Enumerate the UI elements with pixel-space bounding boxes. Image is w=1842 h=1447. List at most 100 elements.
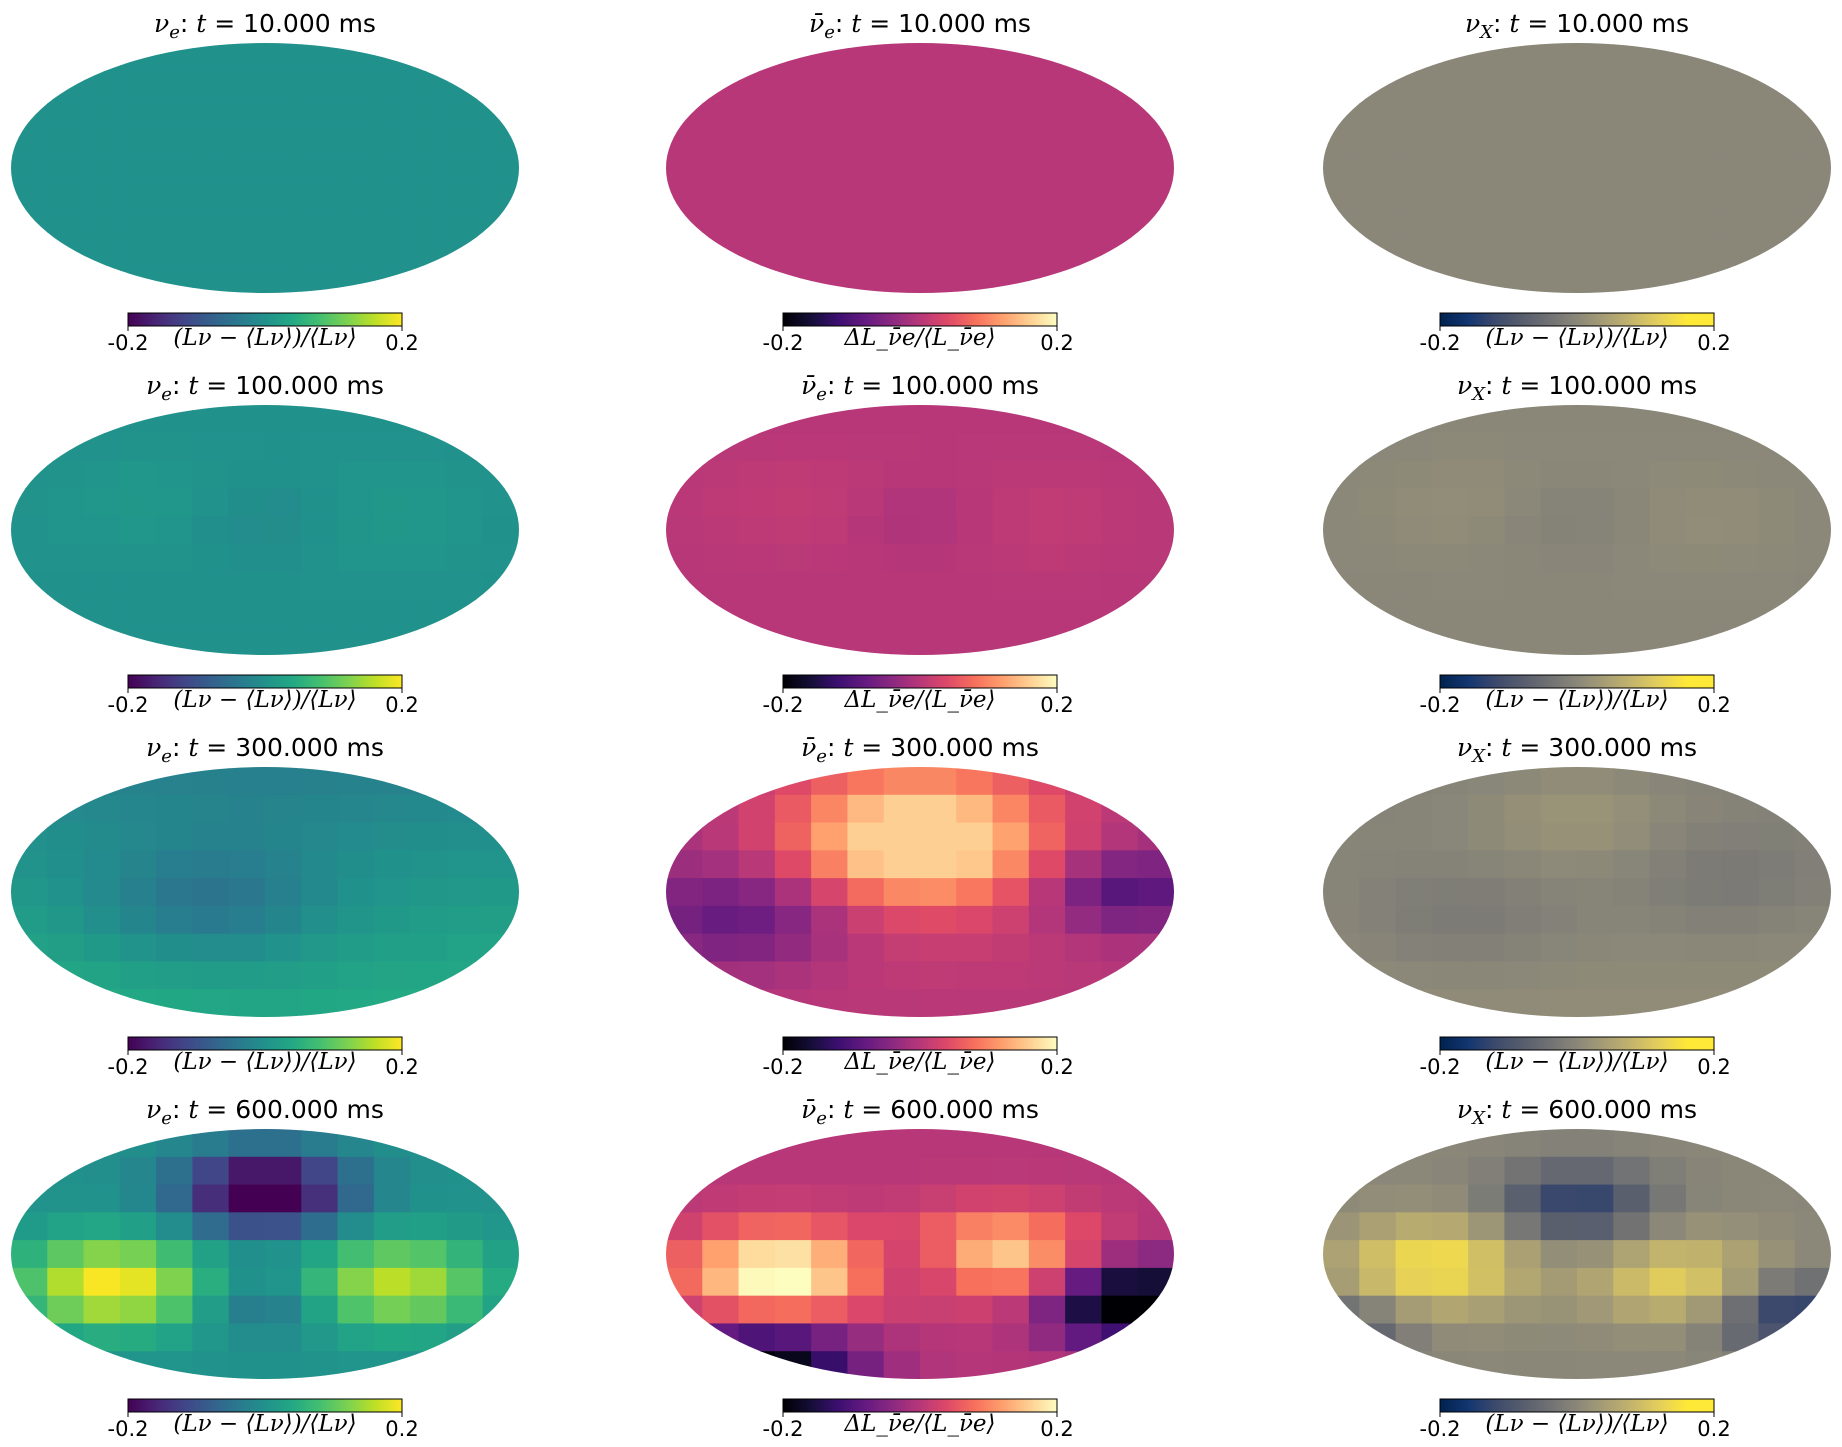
- sky-pixel: [11, 1156, 49, 1186]
- sky-pixel: [1794, 1267, 1831, 1297]
- sky-pixel: [11, 878, 49, 907]
- sky-pixel: [83, 1267, 121, 1297]
- sky-pixel: [1468, 1184, 1506, 1214]
- sky-pixel: [1685, 488, 1723, 517]
- sky-pixel: [956, 961, 994, 991]
- sky-pixel: [992, 43, 1030, 72]
- sky-pixel: [1649, 516, 1687, 545]
- sky-pixel: [301, 1295, 339, 1325]
- sky-pixel: [83, 627, 121, 655]
- sky-pixel: [702, 571, 740, 601]
- sky-pixel: [883, 154, 921, 183]
- sky-pixel: [192, 1184, 230, 1214]
- sky-pixel: [1613, 432, 1651, 462]
- sky-pixel: [1101, 1267, 1139, 1297]
- sky-pixel: [1359, 265, 1397, 293]
- sky-pixel: [228, 989, 266, 1017]
- sky-pixel: [1685, 181, 1723, 211]
- sky-pixel: [192, 432, 230, 462]
- sky-pixel: [1613, 1295, 1651, 1325]
- sky-pixel: [956, 543, 994, 573]
- sky-pixel: [774, 1240, 812, 1269]
- sky-pixel: [301, 933, 339, 963]
- sky-pixel: [83, 933, 121, 963]
- sky-pixel: [702, 154, 740, 183]
- sky-pixel: [1028, 1184, 1066, 1214]
- sky-pixel: [192, 154, 230, 183]
- sky-pixel: [1758, 181, 1796, 211]
- sky-pixel: [1758, 767, 1796, 796]
- sky-pixel: [956, 460, 994, 490]
- sky-pixel: [482, 905, 519, 935]
- sky-pixel: [228, 933, 266, 963]
- sky-pixel: [847, 43, 885, 72]
- sky-pixel: [1794, 1156, 1831, 1186]
- sky-pixel: [228, 878, 266, 907]
- sky-pixel: [1540, 599, 1578, 629]
- sky-pixel: [228, 488, 266, 517]
- sky-pixel: [1101, 460, 1139, 490]
- sky-pixel: [1685, 1156, 1723, 1186]
- sky-pixel: [156, 822, 194, 852]
- sky-pixel: [1359, 1323, 1397, 1353]
- sky-pixel: [47, 933, 85, 963]
- colorbar-tick-max: 0.2: [1697, 331, 1730, 355]
- sky-pixel: [774, 237, 812, 267]
- sky-pixel: [992, 1323, 1030, 1353]
- sky-pixel: [446, 1295, 484, 1325]
- sky-pixel: [482, 1323, 519, 1353]
- sky-pixel: [47, 1212, 85, 1241]
- sky-pixel: [446, 126, 484, 155]
- sky-pixel: [11, 460, 49, 490]
- sky-pixel: [1395, 516, 1433, 545]
- sky-pixel: [156, 43, 194, 72]
- sky-pixel: [83, 432, 121, 462]
- sky-pixel: [1065, 181, 1103, 211]
- sky-pixel: [1758, 1323, 1796, 1353]
- sky-pixel: [337, 181, 375, 211]
- sky-pixel: [774, 516, 812, 545]
- sky-pixel: [1323, 70, 1361, 100]
- sky-pixel: [1065, 70, 1103, 100]
- sky-pixel: [156, 432, 194, 462]
- sky-pixel: [1577, 1351, 1615, 1379]
- sky-pixel: [1431, 70, 1469, 100]
- sky-pixel: [482, 571, 519, 601]
- sky-pixel: [847, 543, 885, 573]
- sky-pixel: [1540, 1351, 1578, 1379]
- sky-pixel: [446, 599, 484, 629]
- sky-pixel: [1649, 70, 1687, 100]
- sky-pixel: [119, 1240, 157, 1269]
- sky-pixel: [337, 571, 375, 601]
- sky-pixel: [1028, 181, 1066, 211]
- sky-pixel: [666, 1267, 704, 1297]
- sky-pixel: [1028, 460, 1066, 490]
- sky-pixel: [1065, 767, 1103, 796]
- sky-pixel: [992, 905, 1030, 935]
- sky-pixel: [265, 933, 303, 963]
- sky-pixel: [811, 516, 849, 545]
- sky-pixel: [1504, 70, 1542, 100]
- sky-pixel: [1323, 767, 1361, 796]
- sky-pixel: [337, 1323, 375, 1353]
- sky-pixel: [1722, 989, 1760, 1017]
- sky-pixel: [1468, 1240, 1506, 1269]
- sky-pixel: [337, 1156, 375, 1186]
- sky-pixel: [1431, 850, 1469, 879]
- sky-pixel: [956, 1323, 994, 1353]
- sky-pixel: [992, 850, 1030, 879]
- sky-pixel: [1468, 1295, 1506, 1325]
- sky-pixel: [156, 571, 194, 601]
- sky-pixel: [410, 98, 448, 128]
- sky-pixel: [373, 905, 411, 935]
- sky-pixel: [119, 571, 157, 601]
- sky-pixel: [156, 516, 194, 545]
- sky-pixel: [1359, 488, 1397, 517]
- sky-pixel: [1137, 961, 1174, 991]
- sky-pixel: [1359, 1156, 1397, 1186]
- sky-pixel: [1649, 181, 1687, 211]
- sky-pixel: [1794, 933, 1831, 963]
- sky-pixel: [1395, 1323, 1433, 1353]
- sky-pixel: [1794, 767, 1831, 796]
- sky-pixel: [1137, 767, 1174, 796]
